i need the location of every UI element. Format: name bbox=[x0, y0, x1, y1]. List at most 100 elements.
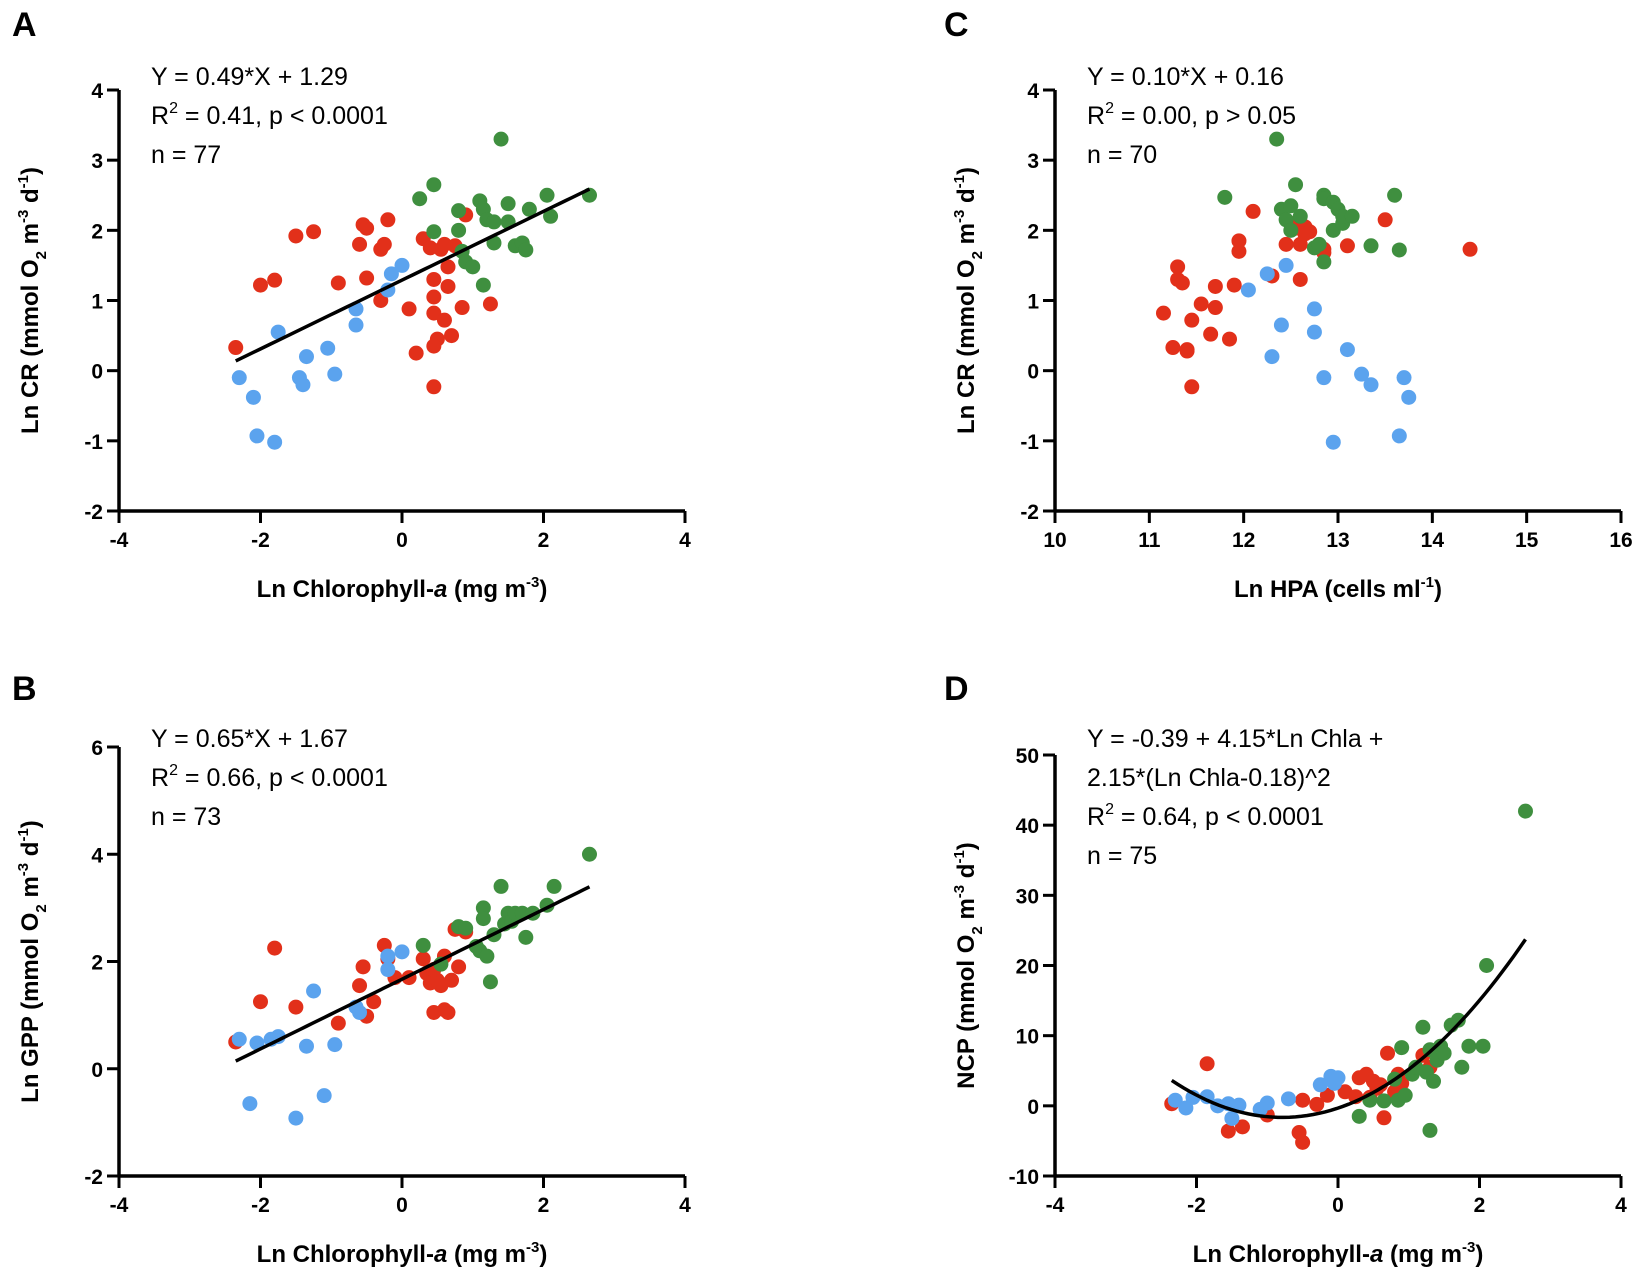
data-point bbox=[295, 377, 311, 393]
x-tick-label: 4 bbox=[1615, 1194, 1627, 1217]
data-point bbox=[1231, 233, 1247, 249]
data-point bbox=[1376, 1093, 1392, 1109]
data-point bbox=[1306, 324, 1322, 340]
data-point bbox=[1224, 1110, 1240, 1126]
y-tick-label: 2 bbox=[91, 952, 103, 975]
data-point bbox=[486, 214, 502, 230]
data-point bbox=[380, 962, 396, 978]
y-tick-label: 50 bbox=[1016, 745, 1039, 768]
data-point bbox=[1377, 212, 1393, 228]
data-point bbox=[253, 277, 268, 293]
x-tick-label: 2 bbox=[538, 1194, 550, 1217]
x-tick-label: 12 bbox=[1232, 529, 1255, 552]
data-point bbox=[1199, 1056, 1215, 1072]
data-point bbox=[1165, 340, 1181, 356]
data-point bbox=[482, 974, 498, 990]
panel-a: A -4 -2 0 2 4 -2 -1 0 1 2 3 4 Ln Chlorophyll-a (mg m-… bbox=[12, 6, 691, 603]
r-squared-text: R2 = 0.41, p < 0.0001 bbox=[151, 100, 388, 130]
data-point bbox=[1462, 241, 1478, 257]
data-point bbox=[426, 177, 442, 193]
x-axis-label: Ln Chlorophyll-a (mg m-3) bbox=[257, 574, 548, 603]
data-point bbox=[1273, 317, 1289, 333]
data-point bbox=[242, 1096, 258, 1112]
data-point bbox=[451, 203, 467, 219]
x-tick-label: 4 bbox=[679, 529, 691, 552]
data-point bbox=[1269, 131, 1285, 147]
data-point bbox=[440, 259, 456, 275]
data-point bbox=[1234, 1119, 1250, 1135]
data-point bbox=[426, 379, 442, 395]
n-count-text: n = 70 bbox=[1087, 141, 1157, 169]
data-point bbox=[288, 999, 304, 1015]
x-tick-label: -4 bbox=[1046, 1194, 1065, 1217]
data-point bbox=[454, 300, 470, 316]
data-point bbox=[1306, 301, 1322, 317]
y-tick-label: 3 bbox=[91, 150, 103, 173]
data-point bbox=[1316, 370, 1332, 386]
panel-letter: C bbox=[944, 6, 969, 44]
y-tick-label: 6 bbox=[91, 737, 103, 760]
data-point bbox=[1396, 370, 1412, 386]
data-point bbox=[458, 920, 474, 936]
data-point bbox=[415, 937, 431, 953]
data-point bbox=[1174, 275, 1190, 291]
data-point bbox=[359, 220, 375, 236]
x-tick-label: 16 bbox=[1609, 529, 1632, 552]
y-axis-label: Ln CR (mmol O2 m-3 d-1) bbox=[951, 167, 986, 434]
data-point bbox=[298, 349, 314, 365]
data-point bbox=[521, 201, 537, 217]
x-tick-label: -2 bbox=[251, 529, 270, 552]
data-point bbox=[380, 948, 396, 964]
y-tick-label: 2 bbox=[1027, 220, 1039, 243]
data-point bbox=[444, 328, 460, 344]
data-point bbox=[1316, 254, 1332, 270]
data-point bbox=[440, 278, 456, 294]
y-tick-label: 2 bbox=[91, 220, 103, 243]
data-point bbox=[1217, 189, 1233, 205]
data-point bbox=[267, 434, 283, 450]
data-point bbox=[270, 324, 286, 340]
data-point bbox=[518, 242, 534, 258]
data-point bbox=[426, 289, 442, 305]
data-point bbox=[1415, 1019, 1431, 1035]
data-point bbox=[1363, 238, 1379, 254]
series-red bbox=[1155, 203, 1478, 395]
series-green bbox=[1217, 131, 1407, 270]
data-point bbox=[1397, 1087, 1413, 1103]
data-point bbox=[1167, 1092, 1183, 1108]
data-point bbox=[249, 428, 265, 444]
data-point bbox=[306, 224, 322, 240]
panel-letter: B bbox=[12, 670, 37, 708]
data-point bbox=[1220, 1123, 1236, 1139]
data-point bbox=[475, 911, 491, 927]
series-blue bbox=[231, 257, 410, 450]
data-point bbox=[1344, 208, 1360, 224]
data-point bbox=[1179, 343, 1195, 359]
data-point bbox=[380, 212, 396, 228]
y-tick-label: 3 bbox=[1027, 150, 1039, 173]
x-tick-label: 0 bbox=[396, 1194, 408, 1217]
data-point bbox=[1312, 1077, 1328, 1093]
data-point bbox=[1309, 1096, 1325, 1112]
series-green bbox=[1351, 803, 1533, 1138]
x-tick-label: 4 bbox=[679, 1194, 691, 1217]
data-point bbox=[426, 271, 442, 287]
y-tick-label: -2 bbox=[1020, 501, 1039, 524]
data-point bbox=[1226, 277, 1242, 293]
y-tick-label: 1 bbox=[1027, 291, 1039, 314]
data-point bbox=[1363, 377, 1379, 393]
y-tick-label: 40 bbox=[1016, 815, 1039, 838]
data-point bbox=[1259, 266, 1275, 282]
data-point bbox=[249, 1035, 265, 1051]
n-count-text: n = 77 bbox=[151, 141, 221, 169]
data-point bbox=[1436, 1045, 1452, 1061]
y-tick-label: 20 bbox=[1016, 956, 1039, 979]
y-tick-label: -10 bbox=[1009, 1166, 1039, 1189]
y-tick-label: -1 bbox=[1020, 431, 1039, 454]
n-count-text: n = 73 bbox=[151, 803, 221, 831]
data-point bbox=[1426, 1073, 1442, 1089]
y-tick-label: 0 bbox=[91, 1059, 103, 1082]
y-axis-label: Ln CR (mmol O2 m-3 d-1) bbox=[15, 167, 50, 434]
